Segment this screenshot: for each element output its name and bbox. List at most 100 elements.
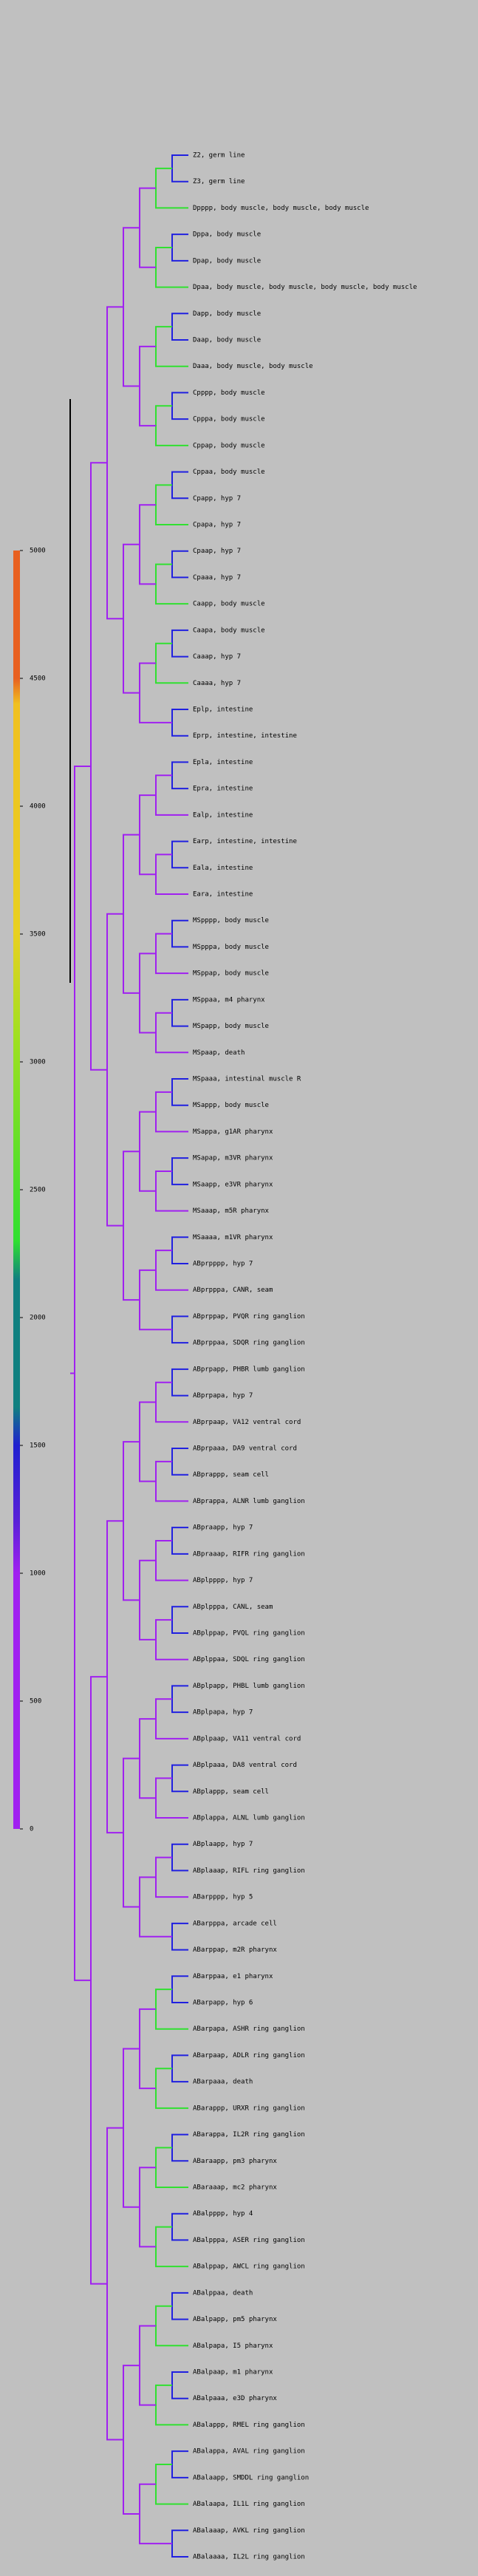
leaf-label: ABarpaap, ADLR ring ganglion <box>193 2052 305 2059</box>
leaf-label: Cpppa, body muscle <box>193 416 265 423</box>
branch <box>139 953 156 1034</box>
branch <box>171 2133 188 2162</box>
leaf-label: Caaaa, hyp 7 <box>193 680 241 687</box>
branch <box>171 2212 188 2241</box>
branch <box>90 462 107 1071</box>
leaf-label: Daap, body muscle <box>193 337 261 344</box>
leaf-label: ABplppaa, SDQL ring ganglion <box>193 1656 305 1663</box>
scale-tick-label: 4500 <box>30 675 46 683</box>
leaf-label: MSpppa, body muscle <box>193 944 269 951</box>
branch <box>171 1448 188 1476</box>
leaf-label: ABprpaap, VA12 ventral cord <box>193 1419 301 1426</box>
leaf-label: ABprappa, ALNR lumb ganglion <box>193 1498 305 1505</box>
leaf-label: ABplaaap, RIFL ring ganglion <box>193 1867 305 1875</box>
branch <box>123 543 140 694</box>
branch <box>171 1764 188 1793</box>
leaf-label: MSpppp, body muscle <box>193 917 269 924</box>
leaf-label: Dpppp, body muscle, body muscle, body mu… <box>193 205 369 212</box>
branch <box>139 345 156 427</box>
branch <box>171 2054 188 2083</box>
leaf-label: MSpaaa, intestinal muscle R <box>193 1076 301 1083</box>
branch <box>171 2450 188 2478</box>
branch <box>171 2371 188 2399</box>
leaf-label: ABprpppa, CANR, seam <box>193 1287 273 1294</box>
branch <box>139 2008 156 2090</box>
leaf-label: ABprppaa, SDQR ring ganglion <box>193 1340 305 1347</box>
leaf-label: ABarpaaa, death <box>193 2079 253 2086</box>
branch <box>139 1111 156 1192</box>
branch <box>139 794 156 876</box>
branch <box>171 234 188 262</box>
leaf-label: MSppap, body muscle <box>193 970 269 978</box>
branch <box>171 1236 188 1264</box>
leaf-label: ABplpapp, PHBL lumb ganglion <box>193 1683 305 1690</box>
leaf-label: ABplppap, PVQL ring ganglion <box>193 1630 305 1638</box>
leaf-label: Cpapp, hyp 7 <box>193 495 241 502</box>
leaf-label: Cpapa, hyp 7 <box>193 522 241 529</box>
scale-tick-label: 3000 <box>30 1059 46 1066</box>
branch <box>171 629 188 658</box>
leaf-label: MSappa, g1AR pharynx <box>193 1128 273 1136</box>
color-scale-bar <box>13 551 20 1829</box>
branch <box>171 1975 188 2003</box>
branch <box>171 1368 188 1397</box>
leaf-label: Ealp, intestine <box>193 811 253 819</box>
branch <box>139 1401 156 1482</box>
leaf-label: Daaa, body muscle, body muscle <box>193 363 313 370</box>
leaf-label: Caaap, hyp 7 <box>193 653 241 661</box>
branch <box>123 834 140 994</box>
leaf-label: ABprpaaa, DA9 ventral cord <box>193 1445 297 1453</box>
leaf-label: Dpap, body muscle <box>193 257 261 265</box>
branch <box>123 227 140 387</box>
leaf-label: Z3, germ line <box>193 178 245 185</box>
leaf-label: ABalappa, AVAL ring ganglion <box>193 2448 305 2456</box>
branch <box>123 2048 140 2208</box>
leaf-label: ABarpppa, arcade cell <box>193 1920 277 1927</box>
leaf-label: Epla, intestine <box>193 759 253 766</box>
leaf-label: Dpaa, body muscle, body muscle, body mus… <box>193 284 417 291</box>
branch <box>171 1527 188 1555</box>
leaf-label: ABplaapp, hyp 7 <box>193 1841 253 1848</box>
leaf-label: ABalpaaa, e3D pharynx <box>193 2395 277 2402</box>
scale-tick-label: 1500 <box>30 1442 46 1450</box>
leaf-label: Cpaaa, hyp 7 <box>193 574 241 582</box>
branch <box>139 2325 156 2406</box>
branch <box>139 2167 156 2248</box>
leaf-label: MSpapp, body muscle <box>193 1023 269 1030</box>
branch <box>123 2365 140 2515</box>
leaf-label: ABarappa, IL2R ring ganglion <box>193 2131 305 2139</box>
leaf-label: Epra, intestine <box>193 786 253 793</box>
branch <box>171 1843 188 1872</box>
leaf-label: ABprppap, PVQR ring ganglion <box>193 1313 305 1321</box>
leaf-label: Eara, intestine <box>193 891 253 899</box>
leaf-label: ABarppaa, e1 pharynx <box>193 1973 273 1980</box>
leaf-label: Cppap, body muscle <box>193 442 265 449</box>
leaf-label: Dapp, body muscle <box>193 310 261 318</box>
leaf-label: MSaaaa, m1VR pharynx <box>193 1234 273 1241</box>
leaf-label: ABaraaap, mc2 pharynx <box>193 2184 277 2192</box>
branch <box>171 840 188 869</box>
branch <box>171 471 188 500</box>
leaf-label: ABalpppa, ASER ring ganglion <box>193 2237 305 2244</box>
branch <box>106 1520 123 1834</box>
leaf-label: Caapa, body muscle <box>193 627 265 634</box>
leaf-label: ABalaaaa, IL2L ring ganglion <box>193 2554 305 2561</box>
branch <box>171 1078 188 1106</box>
branch <box>171 392 188 420</box>
leaf-label: ABprpppp, hyp 7 <box>193 1261 253 1268</box>
branch <box>171 1685 188 1714</box>
leaf-label: Eplp, intestine <box>193 706 253 714</box>
branch <box>171 761 188 790</box>
leaf-label: MSapap, m3VR pharynx <box>193 1155 273 1162</box>
leaf-label: ABarappp, URXR ring ganglion <box>193 2105 305 2112</box>
branch <box>171 919 188 948</box>
branch <box>90 1676 107 2285</box>
leaf-label: Eprp, intestine, intestine <box>193 732 297 740</box>
leaf-label: Cpppp, body muscle <box>193 389 265 397</box>
branch <box>106 306 123 620</box>
leaf-label: ABpraaap, RIFR ring ganglion <box>193 1550 305 1558</box>
leaf-label: ABprpapa, hyp 7 <box>193 1392 253 1400</box>
branch <box>139 504 156 585</box>
leaf-label: ABalaapp, SMDDL ring ganglion <box>193 2474 309 2481</box>
leaf-label: Caapp, body muscle <box>193 601 265 608</box>
